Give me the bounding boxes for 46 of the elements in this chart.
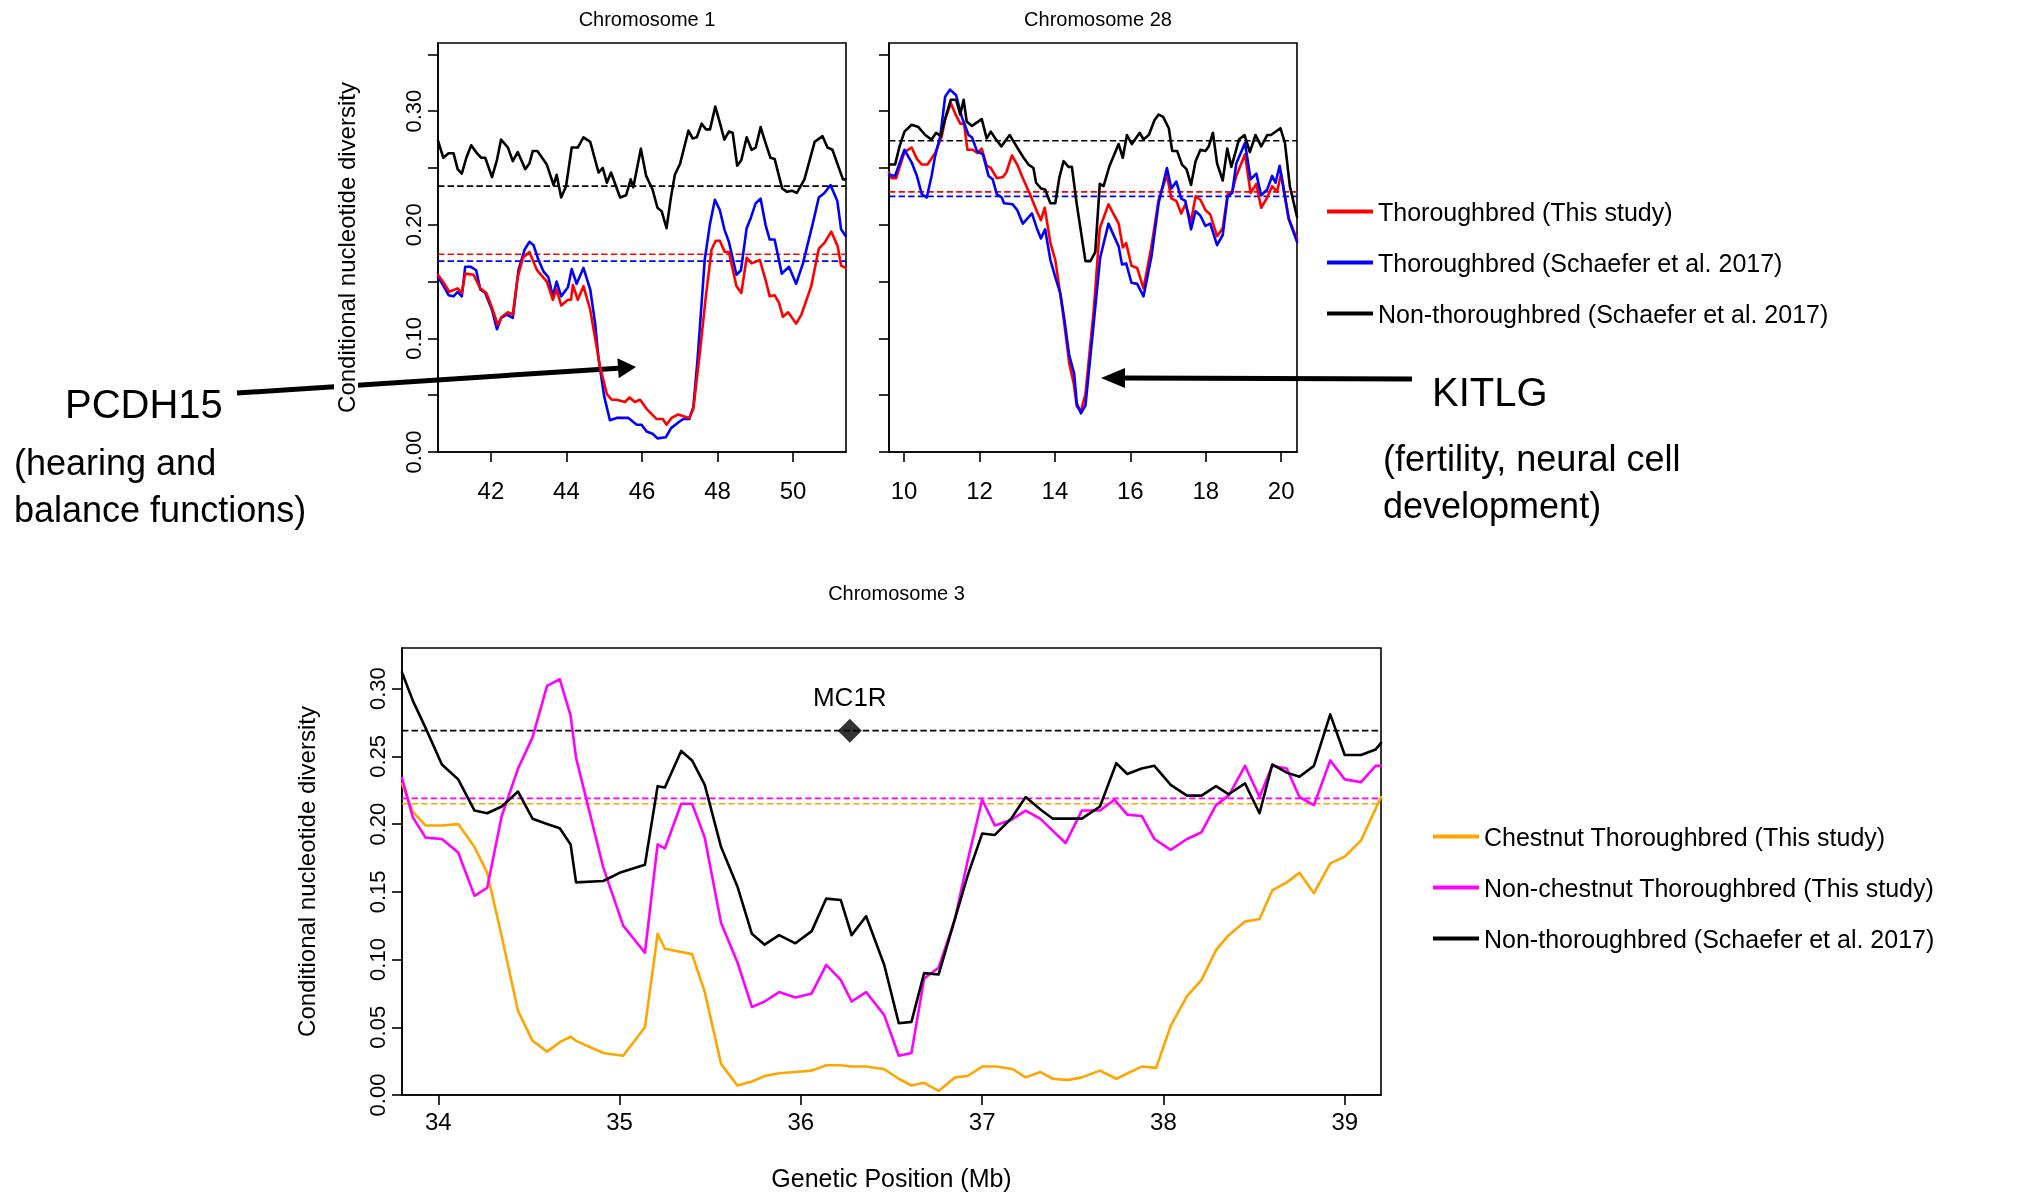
legend-label: Non-chestnut Thoroughbred (This study): [1484, 873, 1934, 902]
text: PCDH15: [65, 381, 223, 428]
y-tick-label: 0.00: [364, 1073, 390, 1117]
chart-title: Chromosome 3: [828, 582, 965, 604]
x-tick-label: 35: [606, 1107, 633, 1135]
x-tick-label: 12: [966, 476, 993, 504]
text: (hearing and balance functions): [14, 441, 308, 532]
x-tick-label: 14: [1041, 476, 1069, 504]
legend-label: Thoroughbred (This study): [1378, 197, 1673, 226]
x-tick-label: 46: [628, 476, 656, 504]
y-tick-label: 0.20: [400, 203, 426, 247]
legend-label: Non-thoroughbred (Schaefer et al. 2017): [1484, 924, 1935, 953]
y-tick-label: 0.20: [364, 802, 390, 846]
x-tick-label: 37: [968, 1107, 996, 1135]
y-tick-label: 0.30: [400, 89, 426, 133]
y-tick-label: 0.10: [364, 938, 390, 981]
x-tick-label: 42: [477, 476, 505, 504]
y-tick-label: 0.00: [400, 430, 426, 474]
y-tick-label: 0.25: [364, 734, 390, 778]
y-tick-label: 0.10: [400, 316, 426, 360]
x-tick-label: 44: [553, 476, 580, 504]
y-tick-label: 0.30: [364, 667, 390, 711]
text: KITLG: [1432, 369, 1548, 416]
legend-label: Chestnut Thoroughbred (This study): [1484, 822, 1886, 851]
x-tick-label: 18: [1192, 476, 1220, 504]
x-tick-label: 38: [1150, 1107, 1177, 1135]
y-axis-title: Conditional nucleotide diversity: [332, 82, 360, 413]
x-tick-label: 39: [1331, 1107, 1359, 1135]
x-tick-label: 48: [704, 476, 731, 504]
x-tick-label: 16: [1116, 476, 1144, 504]
chart-title: Chromosome 1: [578, 8, 716, 30]
annotation: MC1R: [812, 680, 887, 714]
line-series: [436, 230, 847, 427]
chart-title: Chromosome 28: [1024, 8, 1172, 30]
x-tick-label: 10: [890, 476, 918, 504]
text: (fertility, neural cell development): [1383, 437, 1682, 528]
x-axis-title: Genetic Position (Mb): [771, 1163, 1012, 1192]
y-tick-label: 0.15: [364, 870, 390, 914]
y-tick-label: 0.05: [364, 1005, 390, 1049]
legend-label: Thoroughbred (Schaefer et al. 2017): [1378, 248, 1783, 277]
y-axis-title: Conditional nucleotide diversity: [292, 706, 320, 1037]
x-tick-label: 20: [1267, 476, 1295, 504]
x-tick-label: 50: [779, 476, 807, 504]
x-tick-label: 36: [787, 1107, 815, 1135]
legend-label: Non-thoroughbred (Schaefer et al. 2017): [1378, 299, 1829, 328]
x-tick-label: 34: [424, 1107, 452, 1135]
